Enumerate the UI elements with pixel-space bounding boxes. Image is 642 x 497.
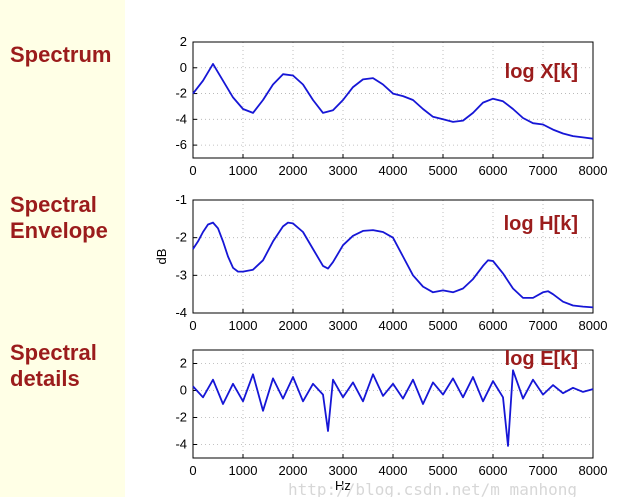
envelope-panel-label: log H[k] (504, 213, 578, 235)
details-x-tick-label: 7000 (529, 463, 558, 478)
details-x-tick-label: 3000 (329, 463, 358, 478)
envelope-y-axis-label: dB (154, 249, 169, 265)
spectral-details-label-line2: details (10, 366, 80, 391)
spectrum-x-tick-label: 3000 (329, 163, 358, 178)
envelope-x-tick-label: 5000 (429, 318, 458, 333)
envelope-x-tick-label: 1000 (229, 318, 258, 333)
envelope-series-line (192, 221, 594, 309)
details-x-tick-label: 2000 (279, 463, 308, 478)
spectrum-x-tick-label: 7000 (529, 163, 558, 178)
spectrum-axes-frame (192, 41, 594, 159)
details-x-axis-label: Hz (335, 478, 351, 493)
details-y-tick-label: 2 (180, 356, 187, 371)
envelope-y-tick-label: -2 (175, 230, 187, 245)
spectrum-x-tick-label: 6000 (479, 163, 508, 178)
details-x-tick-label: 1000 (229, 463, 258, 478)
spectrum-label-text: Spectrum (10, 42, 112, 67)
envelope-y-tick-label: -1 (175, 192, 187, 207)
envelope-y-tick-label: -4 (175, 305, 187, 320)
spectral-envelope-label: Spectral Envelope (10, 192, 108, 244)
envelope-x-tick-label: 7000 (529, 318, 558, 333)
envelope-x-tick-label: 3000 (329, 318, 358, 333)
spectrum-x-tick-label: 0 (189, 163, 196, 178)
spectral-envelope-label-line1: Spectral (10, 192, 97, 217)
spectrum-x-tick-label: 1000 (229, 163, 258, 178)
details-x-tick-label: 8000 (579, 463, 608, 478)
details-x-tick-label: 0 (189, 463, 196, 478)
spectrum-x-tick-label: 8000 (579, 163, 608, 178)
spectrum-y-tick-label: -2 (175, 86, 187, 101)
spectrum-y-tick-label: -4 (175, 111, 187, 126)
spectrum-y-tick-label: 2 (180, 34, 187, 49)
plot-area-background (125, 0, 642, 497)
envelope-x-tick-label: 6000 (479, 318, 508, 333)
details-x-tick-label: 6000 (479, 463, 508, 478)
spectrum-panel-label: log X[k] (505, 61, 578, 83)
details-x-tick-label: 4000 (379, 463, 408, 478)
watermark-text: http://blog.csdn.net/m_manhong (288, 480, 577, 497)
spectral-details-label: Spectral details (10, 340, 97, 392)
spectrum-label: Spectrum (10, 42, 111, 68)
spectrum-x-tick-label: 5000 (429, 163, 458, 178)
envelope-x-tick-label: 0 (189, 318, 196, 333)
details-y-tick-label: 0 (180, 383, 187, 398)
details-x-tick-label: 5000 (429, 463, 458, 478)
spectrum-x-tick-label: 4000 (379, 163, 408, 178)
spectral-details-label-line1: Spectral (10, 340, 97, 365)
details-series-line (192, 369, 594, 447)
spectrum-x-tick-label: 2000 (279, 163, 308, 178)
spectrum-y-tick-label: -6 (175, 137, 187, 152)
spectral-envelope-label-line2: Envelope (10, 218, 108, 243)
envelope-x-tick-label: 8000 (579, 318, 608, 333)
envelope-y-tick-label: -3 (175, 267, 187, 282)
envelope-x-tick-label: 2000 (279, 318, 308, 333)
details-panel-label: log E[k] (505, 348, 578, 370)
details-y-tick-label: -2 (175, 410, 187, 425)
spectrum-series-line (192, 63, 594, 140)
envelope-x-tick-label: 4000 (379, 318, 408, 333)
spectrum-y-tick-label: 0 (180, 60, 187, 75)
details-y-tick-label: -4 (175, 437, 187, 452)
